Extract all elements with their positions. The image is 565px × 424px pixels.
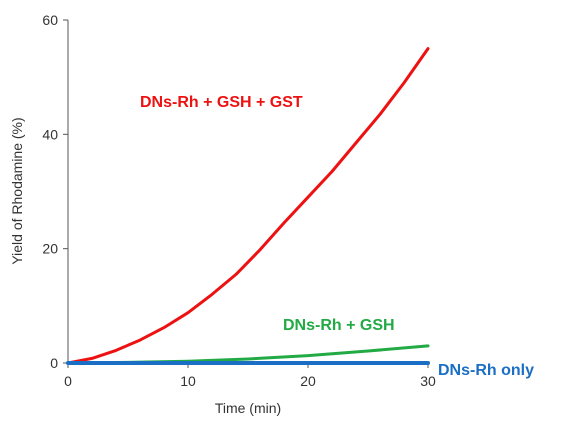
x-tick-label: 10 bbox=[180, 373, 196, 389]
series-label-gst: DNs-Rh + GSH + GST bbox=[140, 94, 303, 111]
x-tick-label: 0 bbox=[64, 373, 72, 389]
x-tick-label: 20 bbox=[300, 373, 316, 389]
y-tick-label: 40 bbox=[42, 126, 58, 142]
y-tick-label: 20 bbox=[42, 241, 58, 257]
series-label-gsh: DNs-Rh + GSH bbox=[283, 317, 395, 334]
series-line-0 bbox=[66, 47, 430, 365]
x-axis-label: Time (min) bbox=[215, 400, 281, 416]
series-lines bbox=[66, 47, 430, 365]
y-tick-label: 0 bbox=[50, 355, 58, 371]
series-label-only: DNs-Rh only bbox=[438, 362, 534, 379]
series-labels: DNs-Rh + GSH + GST DNs-Rh + GSH DNs-Rh o… bbox=[140, 94, 534, 379]
y-tick-label: 60 bbox=[42, 12, 58, 28]
y-axis-label: Yield of Rhodamine (%) bbox=[9, 117, 25, 264]
x-tick-label: 30 bbox=[420, 373, 436, 389]
